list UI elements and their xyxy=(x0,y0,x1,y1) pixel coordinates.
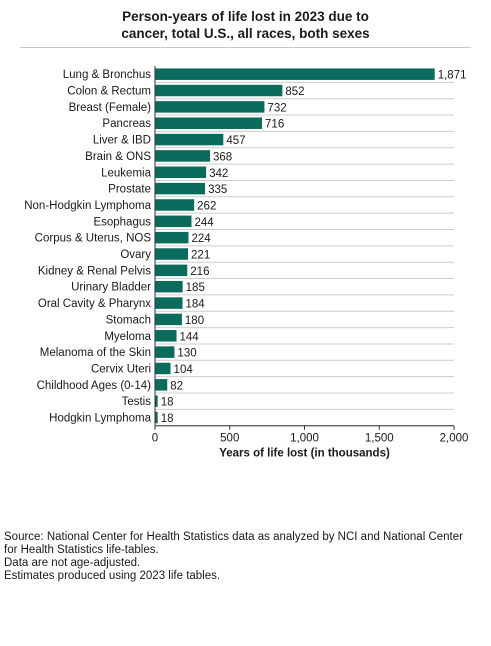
data-label: 104 xyxy=(174,364,194,376)
data-label: 457 xyxy=(226,135,245,147)
bar xyxy=(155,362,171,375)
bar xyxy=(155,313,182,326)
data-label: 1,871 xyxy=(438,70,467,82)
data-label: 144 xyxy=(180,331,200,343)
data-label: 335 xyxy=(208,184,227,196)
bar xyxy=(155,248,189,260)
category-label: Cervix Uteri xyxy=(91,363,151,375)
chart-title-line-1: Person-years of life lost in 2023 due to xyxy=(122,9,369,24)
data-label: 184 xyxy=(186,299,206,311)
data-label: 244 xyxy=(194,217,214,229)
data-label: 221 xyxy=(191,250,210,262)
category-label: Testis xyxy=(122,396,152,408)
bar xyxy=(155,297,183,309)
bar xyxy=(155,215,192,228)
bar xyxy=(155,117,263,129)
data-label: 18 xyxy=(161,397,174,409)
bar xyxy=(155,84,283,97)
bar xyxy=(155,150,211,162)
footnotes: Source: National Center for Health Stati… xyxy=(4,531,488,583)
bar xyxy=(155,379,168,391)
data-label: 716 xyxy=(265,119,284,131)
bar xyxy=(155,346,175,358)
x-tick-label: 0 xyxy=(152,433,158,445)
bar xyxy=(155,231,189,244)
bar xyxy=(155,101,265,113)
data-label: 342 xyxy=(209,168,228,180)
data-label: 216 xyxy=(190,266,209,278)
category-label: Colon & Rectum xyxy=(67,86,151,98)
footnote-source-line-1: Source: National Center for Health Stati… xyxy=(4,531,463,543)
bar xyxy=(155,199,195,211)
category-label: Brain & ONS xyxy=(85,151,151,163)
x-tick-label: 500 xyxy=(220,433,239,445)
category-label: Urinary Bladder xyxy=(71,282,151,294)
footnote-age-adjustment: Data are not age-adjusted. xyxy=(4,557,141,569)
category-label: Myeloma xyxy=(104,331,151,343)
category-label: Corpus & Uterus, NOS xyxy=(35,233,152,245)
data-label: 368 xyxy=(213,151,232,163)
x-axis-title: Years of life lost (in thousands) xyxy=(219,448,390,460)
footnote-source-line-2: for Health Statistics life-tables. xyxy=(4,544,159,556)
data-label: 732 xyxy=(267,102,286,114)
footnote-life-tables: Estimates produced using 2023 life table… xyxy=(4,570,221,582)
bar xyxy=(155,133,224,146)
chart-title-line-2: cancer, total U.S., all races, both sexe… xyxy=(121,26,370,41)
bar xyxy=(155,395,158,407)
bar xyxy=(155,182,206,195)
data-label: 262 xyxy=(197,200,216,212)
bar xyxy=(155,264,188,277)
category-label: Kidney & Renal Pelvis xyxy=(38,265,151,277)
data-label: 18 xyxy=(161,413,174,425)
category-label: Esophagus xyxy=(93,216,151,228)
bar xyxy=(155,330,177,342)
category-label: Melanoma of the Skin xyxy=(40,347,151,359)
bar-chart: Lung & Bronchus 1,871 Colon & Rectum 852 Bre… xyxy=(24,66,469,460)
data-label: 185 xyxy=(186,282,205,294)
category-label: Stomach xyxy=(106,314,151,326)
bar xyxy=(155,68,435,80)
category-label: Liver & IBD xyxy=(93,135,151,147)
category-label: Ovary xyxy=(120,249,151,261)
data-label: 130 xyxy=(177,348,196,360)
category-label: Non-Hodgkin Lymphoma xyxy=(24,200,151,212)
title-divider xyxy=(20,47,471,48)
category-label: Lung & Bronchus xyxy=(63,69,151,81)
bar xyxy=(155,280,183,293)
chart-title: Person-years of life lost in 2023 due to… xyxy=(0,8,491,42)
category-label: Oral Cavity & Pharynx xyxy=(38,298,151,310)
category-label: Pancreas xyxy=(102,118,151,130)
data-label: 82 xyxy=(170,380,183,392)
category-label: Childhood Ages (0-14) xyxy=(37,380,152,392)
x-tick-label: 2,000 xyxy=(440,433,469,445)
category-label: Breast (Female) xyxy=(69,102,152,114)
bar xyxy=(155,166,207,179)
data-label: 180 xyxy=(185,315,204,327)
bar xyxy=(155,411,158,424)
category-label: Hodgkin Lymphoma xyxy=(49,413,151,425)
category-label: Prostate xyxy=(108,184,151,196)
x-tick-label: 1,500 xyxy=(365,433,394,445)
data-label: 224 xyxy=(191,233,211,245)
data-label: 852 xyxy=(285,86,304,98)
x-tick-label: 1,000 xyxy=(290,433,319,445)
category-label: Leukemia xyxy=(101,167,151,179)
